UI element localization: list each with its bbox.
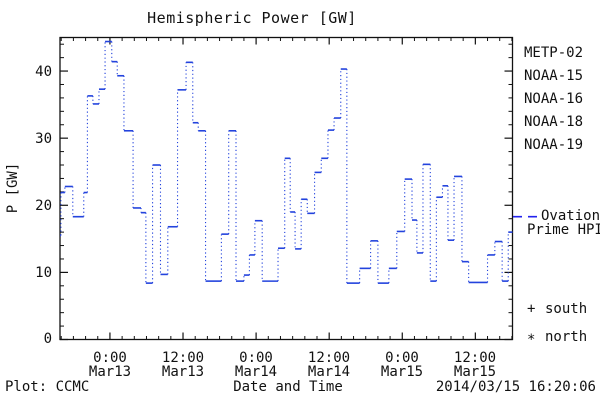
legend-noaa-18: NOAA-18 [524,114,583,130]
x-tick-time-1: 12:00 [162,350,204,366]
plot-credit: Plot: CCMC [5,379,89,395]
plot-frame [59,36,514,341]
south-marker-symbol: + [527,301,535,317]
legend-ovation-line2: Prime HPI [527,222,600,238]
x-tick-date-1: Mar13 [162,364,204,380]
y-tick-label-20: 20 [35,198,52,214]
x-axis-label: Date and Time [233,379,343,395]
x-tick-date-4: Mar15 [381,364,423,380]
y-tick-label-0: 0 [44,331,52,347]
x-tick-time-0: 0:00 [93,350,127,366]
x-tick-time-3: 12:00 [308,350,350,366]
y-axis-label: P [GW] [5,163,21,214]
north-marker-label: north [545,329,587,345]
x-tick-time-2: 0:00 [239,350,273,366]
y-tick-label-40: 40 [35,64,52,80]
x-tick-date-2: Mar14 [235,364,277,380]
north-marker-symbol: * [527,332,535,348]
south-marker-label: south [545,301,587,317]
x-tick-date-5: Mar15 [454,364,496,380]
chart-title: Hemispheric Power [GW] [147,9,357,27]
legend-noaa-16: NOAA-16 [524,91,583,107]
plot-timestamp: 2014/03/15 16:20:06 [436,379,596,395]
data-series-step-line [60,40,513,284]
y-tick-label-30: 30 [35,131,52,147]
legend-noaa-15: NOAA-15 [524,68,583,84]
legend-metp-02: METP-02 [524,45,583,61]
x-tick-time-4: 0:00 [385,350,419,366]
x-tick-time-5: 12:00 [454,350,496,366]
legend-noaa-19: NOAA-19 [524,137,583,153]
x-tick-date-3: Mar14 [308,364,350,380]
legend-ovation-line1: Ovation [541,208,600,224]
y-tick-label-10: 10 [35,265,52,281]
axis-ticks [60,37,513,341]
x-tick-date-0: Mar13 [89,364,131,380]
